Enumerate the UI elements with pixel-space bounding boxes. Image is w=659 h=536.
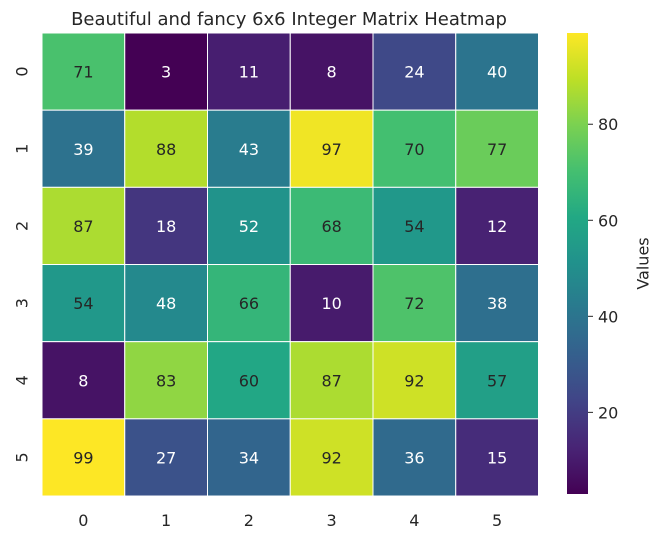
cell-value-label: 8 — [78, 371, 88, 390]
heatmap-cell — [455, 264, 539, 343]
cell-value-label: 34 — [239, 448, 259, 467]
heatmap-cell — [207, 264, 291, 343]
heatmap-cell — [372, 32, 457, 111]
heatmap-cell — [124, 32, 208, 111]
heatmap-cell — [41, 341, 126, 420]
cell-value-label: 43 — [239, 140, 259, 159]
cell-value-label: 97 — [321, 140, 341, 159]
cell-value-label: 15 — [487, 448, 507, 467]
heatmap-cell — [455, 109, 539, 188]
heatmap-cell — [455, 186, 539, 266]
cell-value-label: 40 — [487, 63, 507, 82]
colorbar-ticks: 20 40 60 80 — [588, 115, 618, 422]
colorbar-tick-label: 60 — [598, 211, 618, 230]
y-tick-label: 3 — [13, 298, 32, 308]
heatmap-cell — [372, 264, 457, 343]
cell-value-label: 68 — [321, 217, 341, 236]
heatmap-cell — [289, 418, 374, 497]
cell-value-label: 36 — [404, 448, 424, 467]
heatmap-cell — [41, 418, 126, 497]
cell-value-label: 8 — [327, 63, 337, 82]
x-tick-label: 4 — [409, 511, 419, 530]
cell-value-label: 12 — [487, 217, 507, 236]
y-tick-label: 5 — [13, 452, 32, 462]
x-tick-labels: 0 1 2 3 4 5 — [78, 511, 502, 530]
cell-value-label: 87 — [73, 217, 93, 236]
heatmap-cell — [289, 264, 374, 343]
heatmap-cell — [207, 341, 291, 420]
cell-value-label: 27 — [156, 448, 176, 467]
heatmap-cell — [207, 32, 291, 111]
heatmap-cell — [41, 186, 126, 266]
x-tick-label: 1 — [161, 511, 171, 530]
chart-title: Beautiful and fancy 6x6 Integer Matrix H… — [71, 9, 507, 30]
cell-value-label: 48 — [156, 294, 176, 313]
y-tick-label: 4 — [13, 375, 32, 385]
y-tick-labels: 0 1 2 3 4 5 — [13, 66, 32, 462]
cell-value-label: 3 — [161, 63, 171, 82]
heatmap-cell — [41, 264, 126, 343]
cell-value-label: 83 — [156, 371, 176, 390]
heatmap-cell — [455, 32, 539, 111]
heatmap-cell — [289, 109, 374, 188]
heatmap-cell — [289, 186, 374, 266]
cell-value-label: 18 — [156, 217, 176, 236]
colorbar-label: Values — [634, 237, 653, 289]
colorbar-tick-label: 40 — [598, 307, 618, 326]
heatmap-cell — [289, 341, 374, 420]
cell-value-label: 72 — [404, 294, 424, 313]
heatmap-cell — [455, 418, 539, 497]
x-tick-label: 3 — [327, 511, 337, 530]
cell-value-label: 60 — [239, 371, 259, 390]
cell-value-label: 10 — [321, 294, 341, 313]
cell-value-label: 24 — [404, 63, 424, 82]
heatmap-cell — [455, 341, 539, 420]
heatmap-cell — [372, 341, 457, 420]
x-tick-label: 2 — [244, 511, 254, 530]
cell-value-label: 57 — [487, 371, 507, 390]
cell-value-label: 77 — [487, 140, 507, 159]
cell-value-label: 38 — [487, 294, 507, 313]
cell-value-label: 54 — [404, 217, 424, 236]
cell-value-label: 88 — [156, 140, 176, 159]
heatmap-cell — [124, 186, 208, 266]
cell-value-label: 92 — [321, 448, 341, 467]
cell-value-label: 54 — [73, 294, 93, 313]
colorbar — [567, 33, 588, 494]
cell-value-label: 70 — [404, 140, 424, 159]
heatmap-cell — [289, 32, 374, 111]
y-tick-label: 0 — [13, 66, 32, 76]
heatmap-cell — [124, 264, 208, 343]
colorbar-tick-label: 80 — [598, 115, 618, 134]
heatmap-cell — [41, 32, 126, 111]
cell-value-label: 66 — [239, 294, 259, 313]
x-tick-label: 0 — [78, 511, 88, 530]
cell-value-label: 11 — [239, 63, 259, 82]
cell-value-label: 39 — [73, 140, 93, 159]
colorbar-tick-label: 20 — [598, 403, 618, 422]
cell-value-label: 92 — [404, 371, 424, 390]
heatmap-cell — [124, 109, 208, 188]
y-tick-label: 2 — [13, 221, 32, 231]
x-tick-label: 5 — [492, 511, 502, 530]
cell-value-label: 52 — [239, 217, 259, 236]
heatmap-cells: 71 3 11 8 24 40 39 88 43 97 70 77 87 18 52 68 54 12 54 48 66… — [41, 32, 539, 497]
heatmap-cell — [372, 186, 457, 266]
cell-value-label: 99 — [73, 448, 93, 467]
y-tick-label: 1 — [13, 144, 32, 154]
heatmap-cell — [372, 418, 457, 497]
cell-value-label: 71 — [73, 63, 93, 82]
cell-value-label: 87 — [321, 371, 341, 390]
